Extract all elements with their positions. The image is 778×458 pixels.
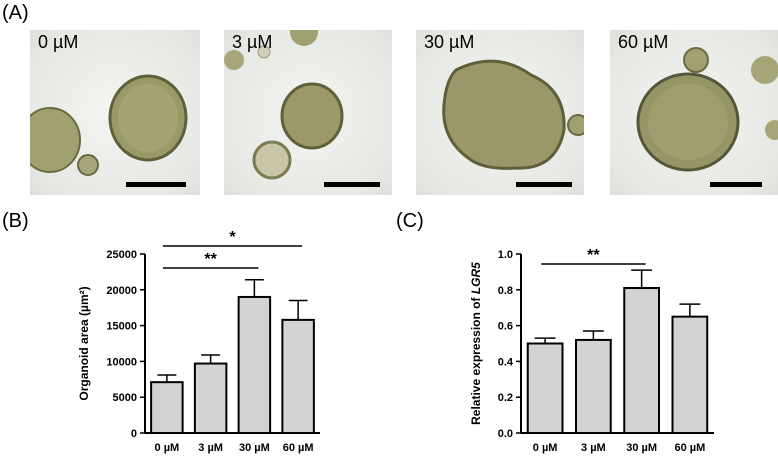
y-tick-label: 1.0 (498, 249, 513, 261)
y-axis-label: Relative expression of LGR5 (469, 262, 483, 425)
lgr5-expression-chart: 0.0 0.2 0.4 0.6 0.8 1.0 0 µM 3 µM 30 µM 60 µM ** Re… (469, 247, 714, 454)
panel-b-letter: (B) (2, 210, 29, 232)
significance-label: ** (587, 247, 600, 264)
scale-bar (710, 182, 762, 187)
y-axis-label-gene: LGR5 (469, 262, 483, 294)
y-axis-label: Organoid area (µm²) (77, 286, 91, 400)
scale-bar (516, 182, 572, 187)
scale-bar (126, 182, 186, 187)
bar (193, 362, 228, 435)
bar (237, 295, 272, 434)
x-tick-label: 60 µM (283, 442, 314, 454)
micrograph-30um: 30 µM (416, 30, 584, 195)
panel-c-letter: (C) (396, 210, 424, 232)
y-tick-label: 5000 (113, 392, 137, 404)
x-tick-label: 0 µM (155, 442, 180, 454)
y-tick-label: 0.0 (498, 428, 513, 440)
bar (671, 315, 709, 434)
micrograph-0um: 0 µM (30, 30, 200, 195)
dose-label: 0 µM (38, 32, 79, 52)
x-tick-label: 30 µM (626, 442, 657, 454)
y-tick-label: 0.8 (498, 285, 513, 297)
y-tick-label: 15000 (106, 321, 137, 333)
y-tick-label: 0 (131, 428, 137, 440)
bar (623, 287, 660, 435)
significance-label: * (229, 229, 236, 246)
x-tick-label: 30 µM (239, 442, 270, 454)
dose-label: 30 µM (424, 32, 475, 52)
bar (526, 342, 564, 434)
organoid-area-chart: 0 5000 10000 15000 20000 25000 0 µM 3 µM 30 µM 60… (77, 229, 320, 454)
y-tick-label: 25000 (106, 249, 137, 261)
micrograph-60um: 60 µM (610, 30, 778, 195)
panel-a-letter: (A) (2, 2, 29, 24)
y-tick-label: 0.2 (498, 392, 513, 404)
bar (575, 338, 612, 434)
organoid-drawing (30, 74, 188, 176)
dose-label: 3 µM (232, 32, 273, 52)
x-tick-label: 3 µM (198, 442, 223, 454)
y-tick-label: 0.4 (498, 356, 514, 368)
x-tick-label: 0 µM (533, 442, 558, 454)
micrograph-3um: 3 µM (224, 30, 392, 195)
x-tick-label: 3 µM (581, 442, 606, 454)
dose-label: 60 µM (618, 32, 669, 52)
x-tick-label: 60 µM (674, 442, 705, 454)
significance-label: ** (204, 251, 217, 268)
y-tick-label: 0.6 (498, 321, 513, 333)
bar (150, 381, 184, 434)
organoid-drawing (636, 47, 778, 172)
organoid-drawing (224, 30, 344, 180)
scale-bar (324, 182, 380, 187)
organoid-drawing (442, 59, 584, 170)
y-tick-label: 10000 (106, 356, 137, 368)
bar (281, 318, 315, 434)
y-tick-label: 20000 (106, 285, 137, 297)
y-axis-label-prefix: Relative expression of (469, 294, 483, 425)
